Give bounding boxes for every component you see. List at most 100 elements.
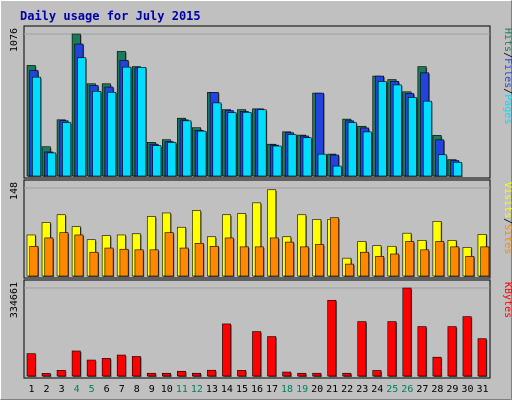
chart-title: Daily usage for July 2015 (20, 9, 201, 23)
bar-middle-sites-day-25 (390, 253, 400, 277)
bar-top-pages-day-11 (182, 120, 192, 177)
bar-bottom-kbytes-day-21 (327, 299, 337, 377)
bar-middle-sites-day-20 (315, 244, 324, 277)
bar-bottom-kbytes-day-4 (71, 350, 81, 377)
bar-top-pages-day-19 (302, 137, 312, 177)
bar-middle-sites-day-24 (375, 256, 385, 277)
legend-item-kbytes: KBytes (502, 282, 512, 318)
bar-top-pages-day-15 (242, 112, 252, 177)
bar-bottom-kbytes-day-24 (372, 370, 382, 377)
ymax-label-bottom: 334661 (9, 282, 20, 318)
bar-bottom-kbytes-day-18 (282, 371, 292, 377)
bar-bottom-kbytes-day-1 (26, 353, 36, 377)
bar-bottom-kbytes-day-15 (237, 370, 247, 377)
bar-bottom-kbytes-day-12 (192, 372, 201, 377)
legend-item-slash: / (502, 218, 512, 224)
legend-middle: Visits/Sites (502, 182, 512, 254)
x-tick-label-day-16: 16 (251, 384, 263, 395)
x-tick-label-day-17: 17 (266, 384, 278, 395)
bar-middle-sites-day-5 (89, 251, 99, 277)
bar-bottom-kbytes-day-20 (312, 372, 322, 377)
x-tick-label-day-4: 4 (74, 384, 80, 395)
bar-middle-sites-day-12 (194, 242, 204, 277)
x-tick-label-day-31: 31 (476, 384, 488, 395)
bar-top-pages-day-26 (407, 97, 417, 177)
x-tick-label-day-18: 18 (281, 384, 293, 395)
bar-bottom-kbytes-day-14 (222, 323, 231, 377)
bar-top-pages-day-9 (152, 145, 162, 177)
x-tick-label-day-29: 29 (446, 384, 458, 395)
bar-top-pages-day-25 (392, 84, 402, 177)
bar-middle-sites-day-17 (269, 237, 279, 277)
x-tick-label-day-11: 11 (176, 384, 188, 395)
bar-top-pages-day-21 (332, 165, 342, 177)
x-tick-label-day-8: 8 (134, 384, 140, 395)
x-tick-label-day-5: 5 (89, 384, 95, 395)
bar-middle-sites-day-29 (450, 246, 460, 277)
legend-item-files: Files (502, 58, 512, 88)
ymax-label-middle: 148 (9, 182, 20, 200)
bar-middle-sites-day-22 (345, 263, 354, 277)
bar-middle-sites-day-14 (224, 237, 234, 277)
x-tick-label-day-12: 12 (191, 384, 203, 395)
x-tick-label-day-23: 23 (356, 384, 368, 395)
x-tick-label-day-26: 26 (401, 384, 413, 395)
x-tick-label-day-22: 22 (341, 384, 353, 395)
bar-top-pages-day-12 (197, 130, 207, 177)
bar-middle-sites-day-2 (44, 237, 54, 277)
bar-middle-sites-day-19 (299, 246, 309, 277)
legend-item-sites: Sites (502, 224, 512, 254)
bar-bottom-kbytes-day-9 (146, 372, 156, 377)
bar-bottom-kbytes-day-11 (177, 370, 186, 377)
bar-middle-sites-day-16 (254, 246, 264, 277)
bar-bottom-kbytes-day-8 (131, 356, 141, 377)
x-tick-label-day-13: 13 (206, 384, 218, 395)
x-tick-label-day-1: 1 (29, 384, 35, 395)
bar-middle-sites-day-15 (239, 246, 249, 277)
bar-bottom-kbytes-day-27 (417, 326, 427, 377)
bar-top-pages-day-22 (347, 122, 357, 177)
bar-bottom-kbytes-day-25 (387, 321, 397, 377)
bar-bottom-kbytes-day-3 (56, 370, 66, 377)
bar-bottom-kbytes-day-31 (477, 338, 487, 377)
bar-middle-sites-day-13 (209, 245, 219, 277)
bar-top-pages-day-28 (437, 154, 447, 177)
bar-top-pages-day-13 (212, 102, 222, 177)
x-tick-label-day-19: 19 (296, 384, 308, 395)
bar-top-pages-day-20 (317, 153, 327, 177)
bar-middle-sites-day-7 (119, 248, 129, 277)
bar-bottom-kbytes-day-30 (462, 316, 472, 377)
bar-top-pages-day-16 (257, 109, 267, 177)
bar-bottom-kbytes-day-5 (86, 359, 96, 377)
x-tick-label-day-2: 2 (44, 384, 50, 395)
bar-top-pages-day-27 (422, 100, 432, 177)
legend-item-visits: Visits (502, 182, 512, 218)
bar-bottom-kbytes-day-10 (161, 372, 171, 377)
bar-top-pages-day-1 (32, 76, 41, 177)
ymax-label-top: 1076 (9, 28, 20, 52)
x-tick-label-day-7: 7 (119, 384, 125, 395)
x-tick-label-day-6: 6 (104, 384, 110, 395)
bar-middle-sites-day-27 (420, 249, 430, 277)
bar-top-pages-day-24 (377, 81, 387, 177)
bar-middle-sites-day-10 (164, 232, 174, 277)
x-tick-label-day-28: 28 (431, 384, 443, 395)
x-tick-label-day-10: 10 (161, 384, 173, 395)
bar-top-pages-day-6 (107, 92, 117, 177)
bar-middle-sites-day-18 (284, 241, 294, 277)
x-tick-label-day-24: 24 (371, 384, 383, 395)
legend-item-hits: Hits (502, 28, 512, 52)
bar-middle-sites-day-6 (104, 247, 114, 277)
bar-middle-sites-day-28 (435, 241, 445, 277)
x-tick-label-day-30: 30 (461, 384, 473, 395)
legend-bottom: KBytes (502, 282, 512, 318)
bar-top-pages-day-14 (227, 112, 237, 177)
x-tick-label-day-21: 21 (326, 384, 338, 395)
bar-top-pages-day-2 (47, 152, 57, 177)
bar-bottom-kbytes-day-17 (267, 336, 277, 377)
x-tick-label-day-3: 3 (59, 384, 65, 395)
bar-top-pages-day-8 (137, 67, 147, 177)
bar-bottom-kbytes-day-2 (41, 373, 51, 377)
bar-bottom-kbytes-day-16 (252, 331, 262, 377)
